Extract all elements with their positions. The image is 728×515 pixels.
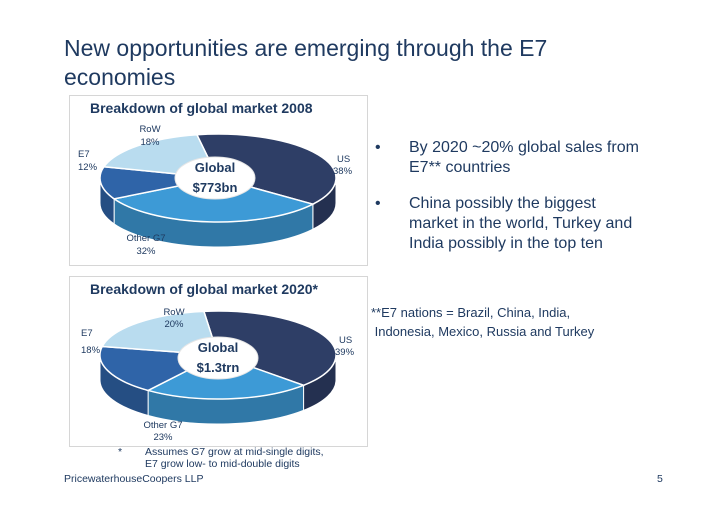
e7-definition-note: **E7 nations = Brazil, China, India, Ind… [371, 303, 671, 341]
bullet-item: • By 2020 ~20% global sales from E7** co… [372, 138, 672, 178]
bullet-text-line: E7** countries [409, 159, 511, 176]
slice-label-other-g7: Other G7 [126, 233, 165, 244]
slice-label-e7: E7 [78, 149, 90, 160]
pie-center-label-line1: Global [195, 160, 235, 175]
pie-chart-2020: Breakdown of global market 2020* Global $… [69, 276, 368, 447]
slide-title-line2: economies [64, 64, 176, 90]
slice-value-row: 20% [164, 319, 184, 330]
pie-slice-us [202, 310, 337, 387]
footer-company: PricewaterhouseCoopers LLP [64, 473, 204, 485]
slice-label-other-g7: Other G7 [143, 420, 182, 431]
chart-title: Breakdown of global market 2008 [90, 100, 313, 116]
slide-title: New opportunities are emerging through t… [64, 34, 704, 92]
slice-label-e7: E7 [81, 328, 93, 339]
slice-value-other-g7: 23% [153, 432, 173, 443]
bullet-item: • China possibly the biggest market in t… [372, 194, 672, 254]
page-number: 5 [657, 473, 663, 485]
pie-slice-us [195, 133, 337, 205]
bullet-marker: • [375, 195, 381, 212]
bullet-text-line: By 2020 ~20% global sales from [409, 139, 639, 156]
footnote-line: E7 grow low- to mid-double digits [145, 458, 300, 470]
footnote-text: Assumes G7 grow at mid-single digits, E7… [145, 446, 324, 470]
slice-label-row: RoW [139, 124, 160, 135]
pie-center-label-line2: $773bn [193, 180, 238, 195]
bullet-text-line: China possibly the biggest [409, 195, 596, 212]
slice-value-e7: 12% [78, 162, 98, 173]
bullet-marker: • [375, 139, 381, 156]
pie-center-label-bg [174, 156, 256, 200]
slide-title-line1: New opportunities are emerging through t… [64, 35, 548, 61]
slice-value-other-g7: 32% [136, 246, 156, 257]
slice-value-us: 39% [335, 347, 355, 358]
note-line: Indonesia, Mexico, Russia and Turkey [371, 324, 595, 339]
slice-label-us: US [337, 154, 350, 165]
slice-label-row: RoW [163, 307, 184, 318]
pie-slice-e7 [99, 165, 219, 200]
footnote-marker: * [118, 446, 123, 458]
note-line: **E7 nations = Brazil, China, India, [371, 305, 571, 320]
slice-value-e7: 18% [81, 345, 101, 356]
pie-center-label-line2: $1.3trn [197, 360, 240, 375]
bullet-list: • By 2020 ~20% global sales from E7** co… [372, 138, 672, 270]
pie-chart-2008: Breakdown of global market 2008 Global $7… [69, 95, 368, 266]
bullet-text-line: India possibly in the top ten [409, 235, 603, 252]
slice-value-row: 18% [140, 137, 160, 148]
slice-label-us: US [339, 335, 352, 346]
slice-value-us: 38% [333, 166, 353, 177]
chart-title: Breakdown of global market 2020* [90, 281, 318, 297]
footnote-line: Assumes G7 grow at mid-single digits, [145, 446, 324, 458]
pie-center-label-line1: Global [198, 340, 238, 355]
pie-center-label-bg [177, 336, 259, 380]
bullet-text-line: market in the world, Turkey and [409, 215, 633, 232]
